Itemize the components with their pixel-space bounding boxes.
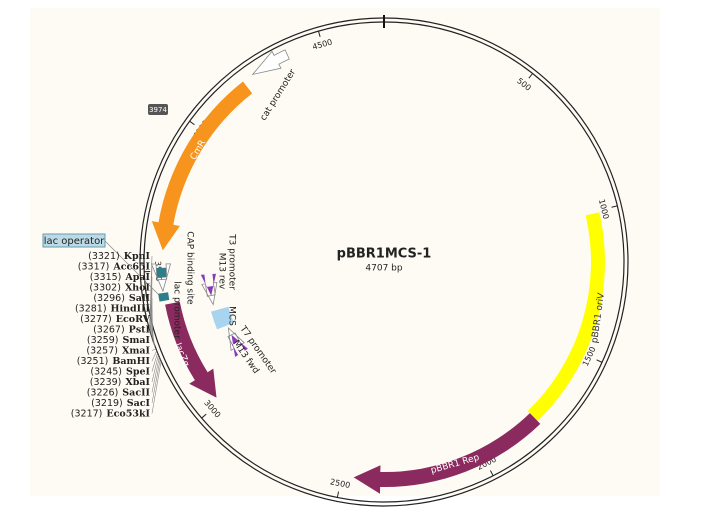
cap-label: CAP binding site bbox=[185, 231, 195, 305]
enzyme-position: (3259) bbox=[87, 335, 119, 346]
mcs-box bbox=[211, 306, 234, 330]
lac-promoter-label: lac promoter bbox=[172, 281, 182, 339]
enzyme-name: XhoI bbox=[125, 282, 151, 293]
enzyme-position: (3251) bbox=[77, 356, 109, 367]
enzyme-name: PstI bbox=[129, 324, 151, 335]
enzyme-label: (3217) Eco53kI bbox=[71, 408, 151, 419]
tick-mark bbox=[596, 359, 603, 363]
marker-badge bbox=[148, 104, 168, 115]
lac-operator-site bbox=[158, 292, 170, 302]
tick-mark bbox=[336, 491, 340, 498]
enzyme-leader bbox=[149, 266, 153, 332]
enzyme-name: SalI bbox=[129, 293, 151, 304]
enzyme-leader bbox=[151, 357, 160, 393]
enzyme-name: Acc65I bbox=[112, 261, 150, 272]
enzyme-position: (3281) bbox=[75, 303, 107, 314]
enzyme-label: (3259) SmaI bbox=[87, 335, 151, 346]
t7-arrow bbox=[227, 326, 245, 351]
enzyme-position: (3315) bbox=[90, 272, 122, 283]
enzyme-label: (3267) PstI bbox=[93, 324, 150, 335]
cap-box bbox=[156, 267, 167, 278]
enzyme-name: SacI bbox=[127, 398, 151, 409]
enzyme-label: (3321) KpnI bbox=[88, 251, 150, 262]
lac-operator-box bbox=[42, 233, 106, 248]
tick-mark bbox=[528, 73, 533, 79]
enzyme-leader bbox=[151, 359, 161, 404]
enzyme-name: KpnI bbox=[124, 251, 151, 262]
m13-fwd-arrow bbox=[231, 334, 248, 357]
enzyme-name: XbaI bbox=[125, 377, 150, 388]
enzyme-position: (3257) bbox=[86, 345, 118, 356]
tick-mark bbox=[201, 413, 207, 419]
enzyme-label: (3245) SpeI bbox=[90, 366, 150, 377]
enzyme-position: (3219) bbox=[91, 398, 123, 409]
enzyme-leader bbox=[151, 339, 156, 347]
map-background bbox=[30, 8, 660, 496]
t3-arrow bbox=[201, 282, 218, 306]
tick-mark bbox=[318, 30, 321, 38]
enzyme-position: (3321) bbox=[88, 251, 120, 262]
enzyme-leader bbox=[151, 361, 162, 414]
enzyme-leader bbox=[150, 276, 153, 334]
enzyme-leader bbox=[149, 255, 153, 330]
enzyme-name: SacII bbox=[122, 387, 150, 398]
enzyme-label: (3239) XbaI bbox=[90, 377, 151, 388]
enzyme-leader bbox=[151, 352, 158, 372]
enzyme-label: (3296) SalI bbox=[93, 293, 150, 304]
enzyme-label: (3281) HindIII bbox=[75, 303, 151, 314]
plasmid-title: pBBR1MCS-1 bbox=[337, 247, 432, 262]
enzyme-position: (3226) bbox=[87, 387, 119, 398]
m13-rev-arrow bbox=[200, 273, 216, 296]
tick-mark bbox=[189, 120, 195, 126]
enzyme-name: BamHI bbox=[112, 356, 150, 367]
enzyme-position: (3302) bbox=[89, 282, 121, 293]
enzyme-name: EcoRV bbox=[116, 314, 151, 325]
oriv-arc bbox=[527, 212, 605, 421]
enzyme-name: SmaI bbox=[122, 335, 150, 346]
enzyme-leader bbox=[151, 354, 159, 383]
enzyme-label: (3251) BamHI bbox=[77, 356, 151, 367]
enzyme-label: (3219) SacI bbox=[91, 398, 150, 409]
marker-label: 3974 bbox=[149, 106, 167, 114]
lacz-arc bbox=[165, 301, 217, 398]
enzyme-position: (3317) bbox=[78, 261, 110, 272]
enzyme-leader bbox=[151, 350, 157, 362]
enzyme-position: (3296) bbox=[93, 293, 125, 304]
enzyme-label: (3302) XhoI bbox=[89, 282, 150, 293]
enzyme-label: (3317) Acc65I bbox=[78, 261, 151, 272]
enzyme-name: ApaI bbox=[124, 272, 150, 283]
enzyme-name: HindIII bbox=[111, 303, 151, 314]
enzyme-label: (3277) EcoRV bbox=[80, 314, 151, 325]
m13-rev-label: M13 rev bbox=[217, 253, 227, 290]
enzyme-name: SpeI bbox=[126, 366, 151, 377]
enzyme-label: (3226) SacII bbox=[87, 387, 151, 398]
tick-mark bbox=[489, 470, 494, 476]
lac-promoter-box bbox=[150, 263, 172, 293]
enzyme-label: (3257) XmaI bbox=[86, 345, 150, 356]
enzyme-position: (3277) bbox=[80, 314, 112, 325]
tick-mark bbox=[611, 205, 618, 208]
enzyme-leader bbox=[151, 329, 155, 345]
tick-label: 2500 bbox=[329, 477, 351, 490]
lac-operator-label: lac operator bbox=[44, 236, 105, 247]
mcs-label: MCS bbox=[227, 306, 237, 326]
enzyme-position: (3217) bbox=[71, 408, 103, 419]
enzyme-leader bbox=[151, 287, 153, 336]
enzyme-position: (3267) bbox=[93, 324, 125, 335]
enzyme-position: (3239) bbox=[90, 377, 122, 388]
enzyme-leader bbox=[151, 348, 157, 351]
t3-label: T3 promoter bbox=[227, 233, 237, 290]
enzyme-name: Eco53kI bbox=[106, 408, 150, 419]
enzyme-name: XmaI bbox=[122, 345, 151, 356]
cat-promoter-arrow bbox=[251, 49, 290, 76]
plasmid-size: 4707 bp bbox=[365, 264, 402, 274]
rep-arc bbox=[353, 413, 541, 494]
cmr-arc bbox=[151, 81, 253, 251]
enzyme-label: (3315) ApaI bbox=[90, 272, 151, 283]
enzyme-position: (3245) bbox=[90, 366, 122, 377]
